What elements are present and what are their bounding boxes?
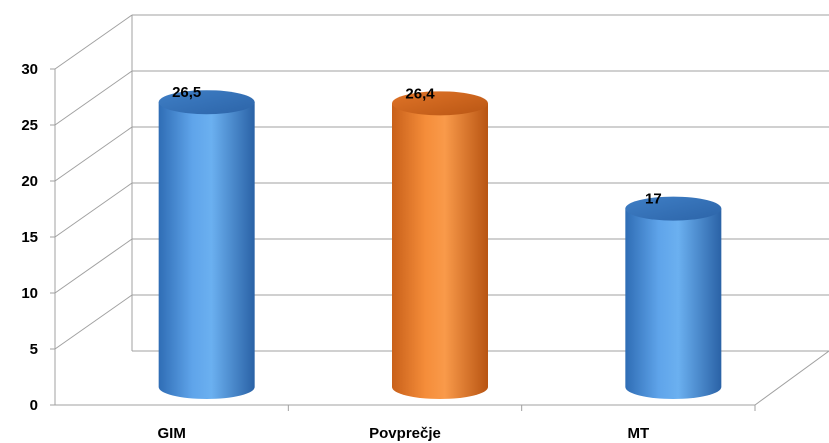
x-category-label: GIM bbox=[157, 425, 185, 442]
bar-povpre-je bbox=[392, 91, 488, 399]
y-axis-ticks: 0 5 10 15 20 25 30 bbox=[21, 61, 55, 414]
gridline-side bbox=[54, 70, 133, 126]
y-tick-label: 5 bbox=[30, 341, 38, 358]
bar-top bbox=[625, 196, 722, 221]
gridline-side bbox=[54, 14, 133, 70]
bar-body bbox=[625, 208, 722, 399]
data-labels: 26,5 26,4 17 bbox=[172, 84, 662, 207]
gridline-side bbox=[54, 294, 133, 350]
gridline-side bbox=[54, 126, 133, 182]
data-label: 17 bbox=[645, 191, 662, 208]
bar-body bbox=[158, 102, 255, 399]
bar-top bbox=[158, 90, 255, 115]
data-label: 26,4 bbox=[405, 85, 435, 102]
gridline-side bbox=[54, 238, 133, 294]
bar-gim bbox=[158, 90, 255, 399]
bar-mt bbox=[625, 196, 722, 399]
y-tick-label: 0 bbox=[30, 397, 38, 414]
floor-right-edge bbox=[754, 350, 829, 406]
bars bbox=[158, 90, 722, 399]
data-label: 26,5 bbox=[172, 84, 201, 101]
y-tick-label: 30 bbox=[21, 61, 38, 78]
y-tick-label: 10 bbox=[21, 285, 38, 302]
y-tick-label: 20 bbox=[21, 173, 38, 190]
y-tick-label: 15 bbox=[21, 229, 38, 246]
y-tick-label: 25 bbox=[21, 117, 38, 134]
x-category-label: MT bbox=[627, 425, 649, 442]
x-category-label: Povprečje bbox=[369, 425, 441, 442]
gridline-side bbox=[54, 182, 133, 238]
bar-body bbox=[392, 103, 488, 399]
bar-top bbox=[392, 91, 488, 116]
x-axis-labels: GIM Povprečje MT bbox=[157, 425, 649, 442]
